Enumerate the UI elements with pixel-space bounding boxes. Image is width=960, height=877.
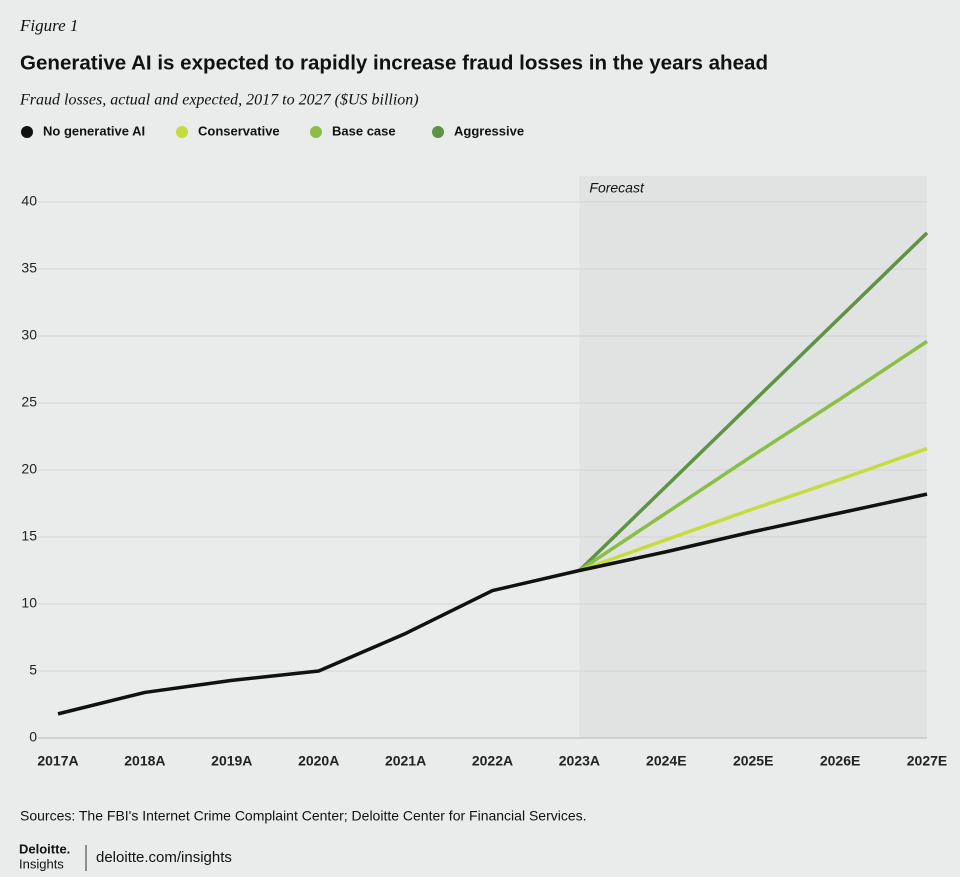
x-tick-label: 2027E [907,753,947,769]
legend-swatch [310,126,322,138]
x-tick-label: 2020A [298,753,339,769]
y-tick-label: 35 [21,260,37,276]
y-tick-label: 40 [21,193,37,209]
chart-subtitle: Fraud losses, actual and expected, 2017 … [19,92,419,109]
figure-label: Figure 1 [19,16,78,35]
y-tick-label: 10 [21,595,37,611]
y-tick-label: 0 [29,729,37,745]
forecast-label: Forecast [589,180,645,196]
series-line [578,339,928,572]
x-tick-label: 2025E [733,753,773,769]
x-tick-label: 2026E [820,753,860,769]
brand-sub: Insights [19,856,64,871]
x-tick-label: 2021A [385,753,426,769]
legend-swatch [432,126,444,138]
series-line [578,231,929,572]
chart-title: Generative AI is expected to rapidly inc… [20,52,768,74]
legend-swatch [21,126,33,138]
y-tick-label: 20 [21,461,37,477]
legend-label: Aggressive [454,123,524,138]
y-tick-label: 5 [29,662,37,678]
y-tick-label: 30 [21,327,37,343]
x-tick-label: 2023A [559,753,600,769]
series-line [578,446,928,573]
legend-label: No generative AI [43,123,145,138]
brand: Deloitte. [19,841,70,856]
x-tick-label: 2019A [211,753,252,769]
series-line [57,492,928,716]
legend-label: Base case [332,123,396,138]
source-note: Sources: The FBI's Internet Crime Compla… [20,808,587,824]
x-tick-label: 2024E [646,753,686,769]
y-tick-label: 15 [21,528,37,544]
footer-url: deloitte.com/insights [96,849,232,866]
x-tick-label: 2018A [124,753,165,769]
legend-swatch [176,126,188,138]
x-tick-label: 2017A [37,753,78,769]
legend-label: Conservative [198,123,280,138]
x-tick-label: 2022A [472,753,513,769]
y-tick-label: 25 [21,394,37,410]
